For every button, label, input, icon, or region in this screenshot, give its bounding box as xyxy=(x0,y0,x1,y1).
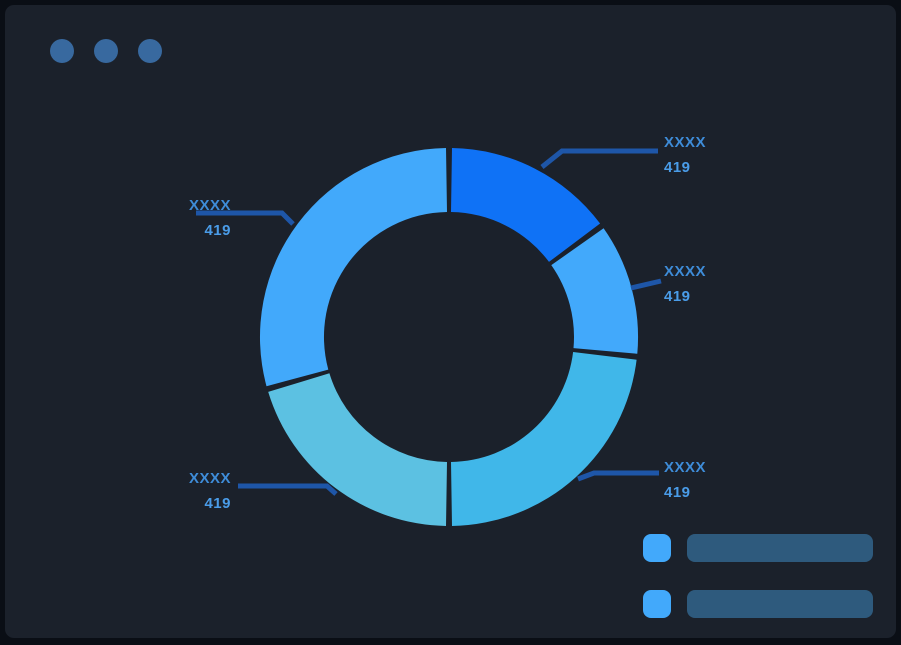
legend xyxy=(643,534,873,618)
legend-label-placeholder-1 xyxy=(687,534,873,562)
callout-title: XXXX xyxy=(664,134,707,151)
callout-line-top-left xyxy=(196,210,295,226)
callout-title: XXXX xyxy=(664,459,707,476)
callout-value: 419 xyxy=(664,288,691,305)
callout-label-top-left: XXXX 419 xyxy=(125,193,231,243)
legend-label-placeholder-2 xyxy=(687,590,873,618)
legend-swatch-2 xyxy=(643,590,671,618)
window-control-dot-1[interactable] xyxy=(50,39,74,63)
callout-value: 419 xyxy=(664,484,691,501)
donut-segment-top-left[interactable] xyxy=(259,148,447,387)
callout-line-right xyxy=(630,278,662,291)
callout-value: 419 xyxy=(664,159,691,176)
legend-swatch-1 xyxy=(643,534,671,562)
callout-title: XXXX xyxy=(188,470,231,487)
legend-item-1[interactable] xyxy=(643,534,873,562)
window-control-dot-2[interactable] xyxy=(94,39,118,63)
window-controls xyxy=(50,39,162,63)
donut-segment-bottom-left[interactable] xyxy=(268,373,447,526)
callout-label-bottom-left: XXXX 419 xyxy=(125,466,231,516)
callout-line-top-right xyxy=(540,148,658,169)
donut-segment-right[interactable] xyxy=(551,228,639,354)
callout-label-right: XXXX 419 xyxy=(664,259,706,309)
donut-segment-top-right[interactable] xyxy=(451,148,601,262)
callout-line-bottom-right xyxy=(577,470,659,482)
callout-title: XXXX xyxy=(188,197,231,214)
donut-chart xyxy=(196,148,662,526)
callout-title: XXXX xyxy=(664,263,707,280)
callout-value: 419 xyxy=(204,495,231,512)
app-window: XXXX 419 XXXX 419 XXXX 419 XXXX 419 XXXX… xyxy=(5,5,896,638)
donut-segments xyxy=(259,148,639,526)
callout-line-bottom-left xyxy=(238,483,338,496)
legend-item-2[interactable] xyxy=(643,590,873,618)
callout-lines xyxy=(196,148,662,496)
window-control-dot-3[interactable] xyxy=(138,39,162,63)
callout-value: 419 xyxy=(204,222,231,239)
callout-label-bottom-right: XXXX 419 xyxy=(664,455,706,505)
callout-label-top-right: XXXX 419 xyxy=(664,130,706,180)
donut-segment-bottom-right[interactable] xyxy=(451,352,637,526)
